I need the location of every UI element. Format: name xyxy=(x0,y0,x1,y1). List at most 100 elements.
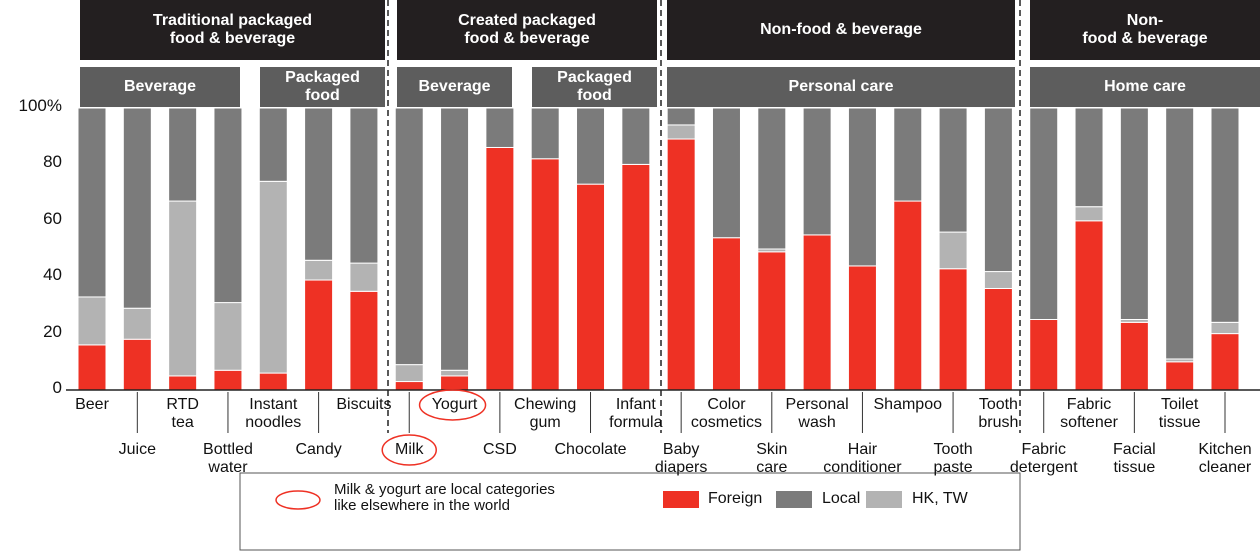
bar-segment xyxy=(757,251,787,391)
bar-segment xyxy=(1074,220,1104,391)
bar-segment xyxy=(621,107,651,165)
bar-segment xyxy=(893,107,923,202)
bar-segment xyxy=(1165,107,1195,360)
legend-box xyxy=(239,472,1021,551)
y-tick-label: 60 xyxy=(43,208,62,228)
bar-segment xyxy=(847,265,877,391)
bar-segment xyxy=(349,290,379,391)
x-tick-label: Milk xyxy=(395,441,424,458)
bar-segment xyxy=(168,107,198,202)
bar-segment xyxy=(77,344,107,391)
bar-segment xyxy=(802,107,832,236)
bar-segment xyxy=(394,364,424,383)
x-tick-label: CSD xyxy=(482,441,517,458)
bar-segment xyxy=(938,268,968,391)
x-tick-label: Chocolate xyxy=(554,441,627,458)
bar-segment xyxy=(485,107,515,148)
bar-segment xyxy=(440,375,470,391)
legend-swatch xyxy=(866,491,902,508)
x-tick-label: Fabric detergent xyxy=(1009,441,1078,476)
bar-segment xyxy=(77,107,107,298)
bar-segment xyxy=(213,302,243,371)
bar-segment xyxy=(1029,107,1059,320)
x-tick-label: Kitchen cleaner xyxy=(1198,441,1252,476)
bar-segment xyxy=(304,107,334,261)
x-tick-label: Facial tissue xyxy=(1113,441,1156,476)
bar-segment xyxy=(576,183,606,391)
y-tick-label: 0 xyxy=(52,378,62,397)
bar-segment xyxy=(530,107,560,160)
subgroup-header: Packaged food xyxy=(532,67,657,107)
annotation: Milk & yogurt are local categories like … xyxy=(334,481,555,514)
subgroup-header: Packaged food xyxy=(260,67,385,107)
group-header: Non-food & beverage xyxy=(667,0,1015,60)
x-tick-label: Fabric softener xyxy=(1060,396,1118,431)
bar-segment xyxy=(304,279,334,391)
bar-segment xyxy=(440,107,470,371)
bar-segment xyxy=(576,107,606,185)
bar-segment xyxy=(1119,107,1149,320)
x-tick-label: Color cosmetics xyxy=(690,396,763,431)
x-tick-label: Baby diapers xyxy=(654,441,708,476)
bar-segment xyxy=(394,107,424,366)
bar-segment xyxy=(938,231,968,270)
bar-segment xyxy=(666,107,696,126)
bar-segment xyxy=(1119,321,1149,391)
y-tick-label: 20 xyxy=(43,321,62,341)
x-tick-label: Skin care xyxy=(756,441,788,476)
bar-segment xyxy=(711,237,741,391)
x-tick-label: Hair conditioner xyxy=(823,441,902,476)
bar-segment xyxy=(1210,321,1240,335)
bar-segment xyxy=(666,124,696,140)
group-header: Traditional packaged food & beverage xyxy=(80,0,385,60)
bar-segment xyxy=(1029,319,1059,391)
y-tick-label: 80 xyxy=(43,152,62,172)
bar-segment xyxy=(666,138,696,391)
subgroup-header: Beverage xyxy=(80,67,240,107)
bar-segment xyxy=(621,163,651,391)
bar-segment xyxy=(349,262,379,292)
legend-label: HK, TW xyxy=(912,490,968,507)
bar-segment xyxy=(983,107,1013,273)
highlight-circle xyxy=(418,389,487,421)
bar-segment xyxy=(258,180,288,374)
bar-segment xyxy=(394,381,424,391)
x-tick-label: Bottled water xyxy=(203,441,253,476)
legend-label: Local xyxy=(822,490,861,507)
bar-segment xyxy=(983,271,1013,289)
bar-segment xyxy=(349,107,379,264)
bar-segment xyxy=(757,107,787,250)
bar-segment xyxy=(893,200,923,391)
subgroup-header: Beverage xyxy=(397,67,512,107)
subgroup-header: Home care xyxy=(1030,67,1260,107)
bar-segment xyxy=(802,234,832,391)
bar-segment xyxy=(122,307,152,340)
bar-segment xyxy=(258,372,288,391)
bar-segment xyxy=(1165,361,1195,391)
bar-segment xyxy=(938,107,968,233)
bar-segment xyxy=(168,375,198,391)
x-tick-label: Personal wash xyxy=(785,396,849,431)
bar-segment xyxy=(711,107,741,239)
bar-segment xyxy=(1210,107,1240,323)
x-tick-label: Toilet tissue xyxy=(1158,396,1201,431)
x-tick-label: Instant noodles xyxy=(245,396,302,431)
bar-segment xyxy=(1074,107,1104,208)
bar-segment xyxy=(1074,206,1104,222)
group-header: Non- food & beverage xyxy=(1030,0,1260,60)
legend-swatch xyxy=(776,491,812,508)
bar-segment xyxy=(485,146,515,391)
x-tick-label: Yogurt xyxy=(431,396,478,413)
legend-swatch xyxy=(663,491,699,508)
x-tick-label: Beer xyxy=(75,396,109,413)
bar-segment xyxy=(213,107,243,304)
bar-segment xyxy=(122,338,152,391)
bar-segment xyxy=(77,296,107,346)
bar-segment xyxy=(213,369,243,391)
bar-segment xyxy=(168,200,198,377)
bar-segment xyxy=(122,107,152,309)
group-header: Created packaged food & beverage xyxy=(397,0,657,60)
y-tick-label: 40 xyxy=(43,265,62,285)
